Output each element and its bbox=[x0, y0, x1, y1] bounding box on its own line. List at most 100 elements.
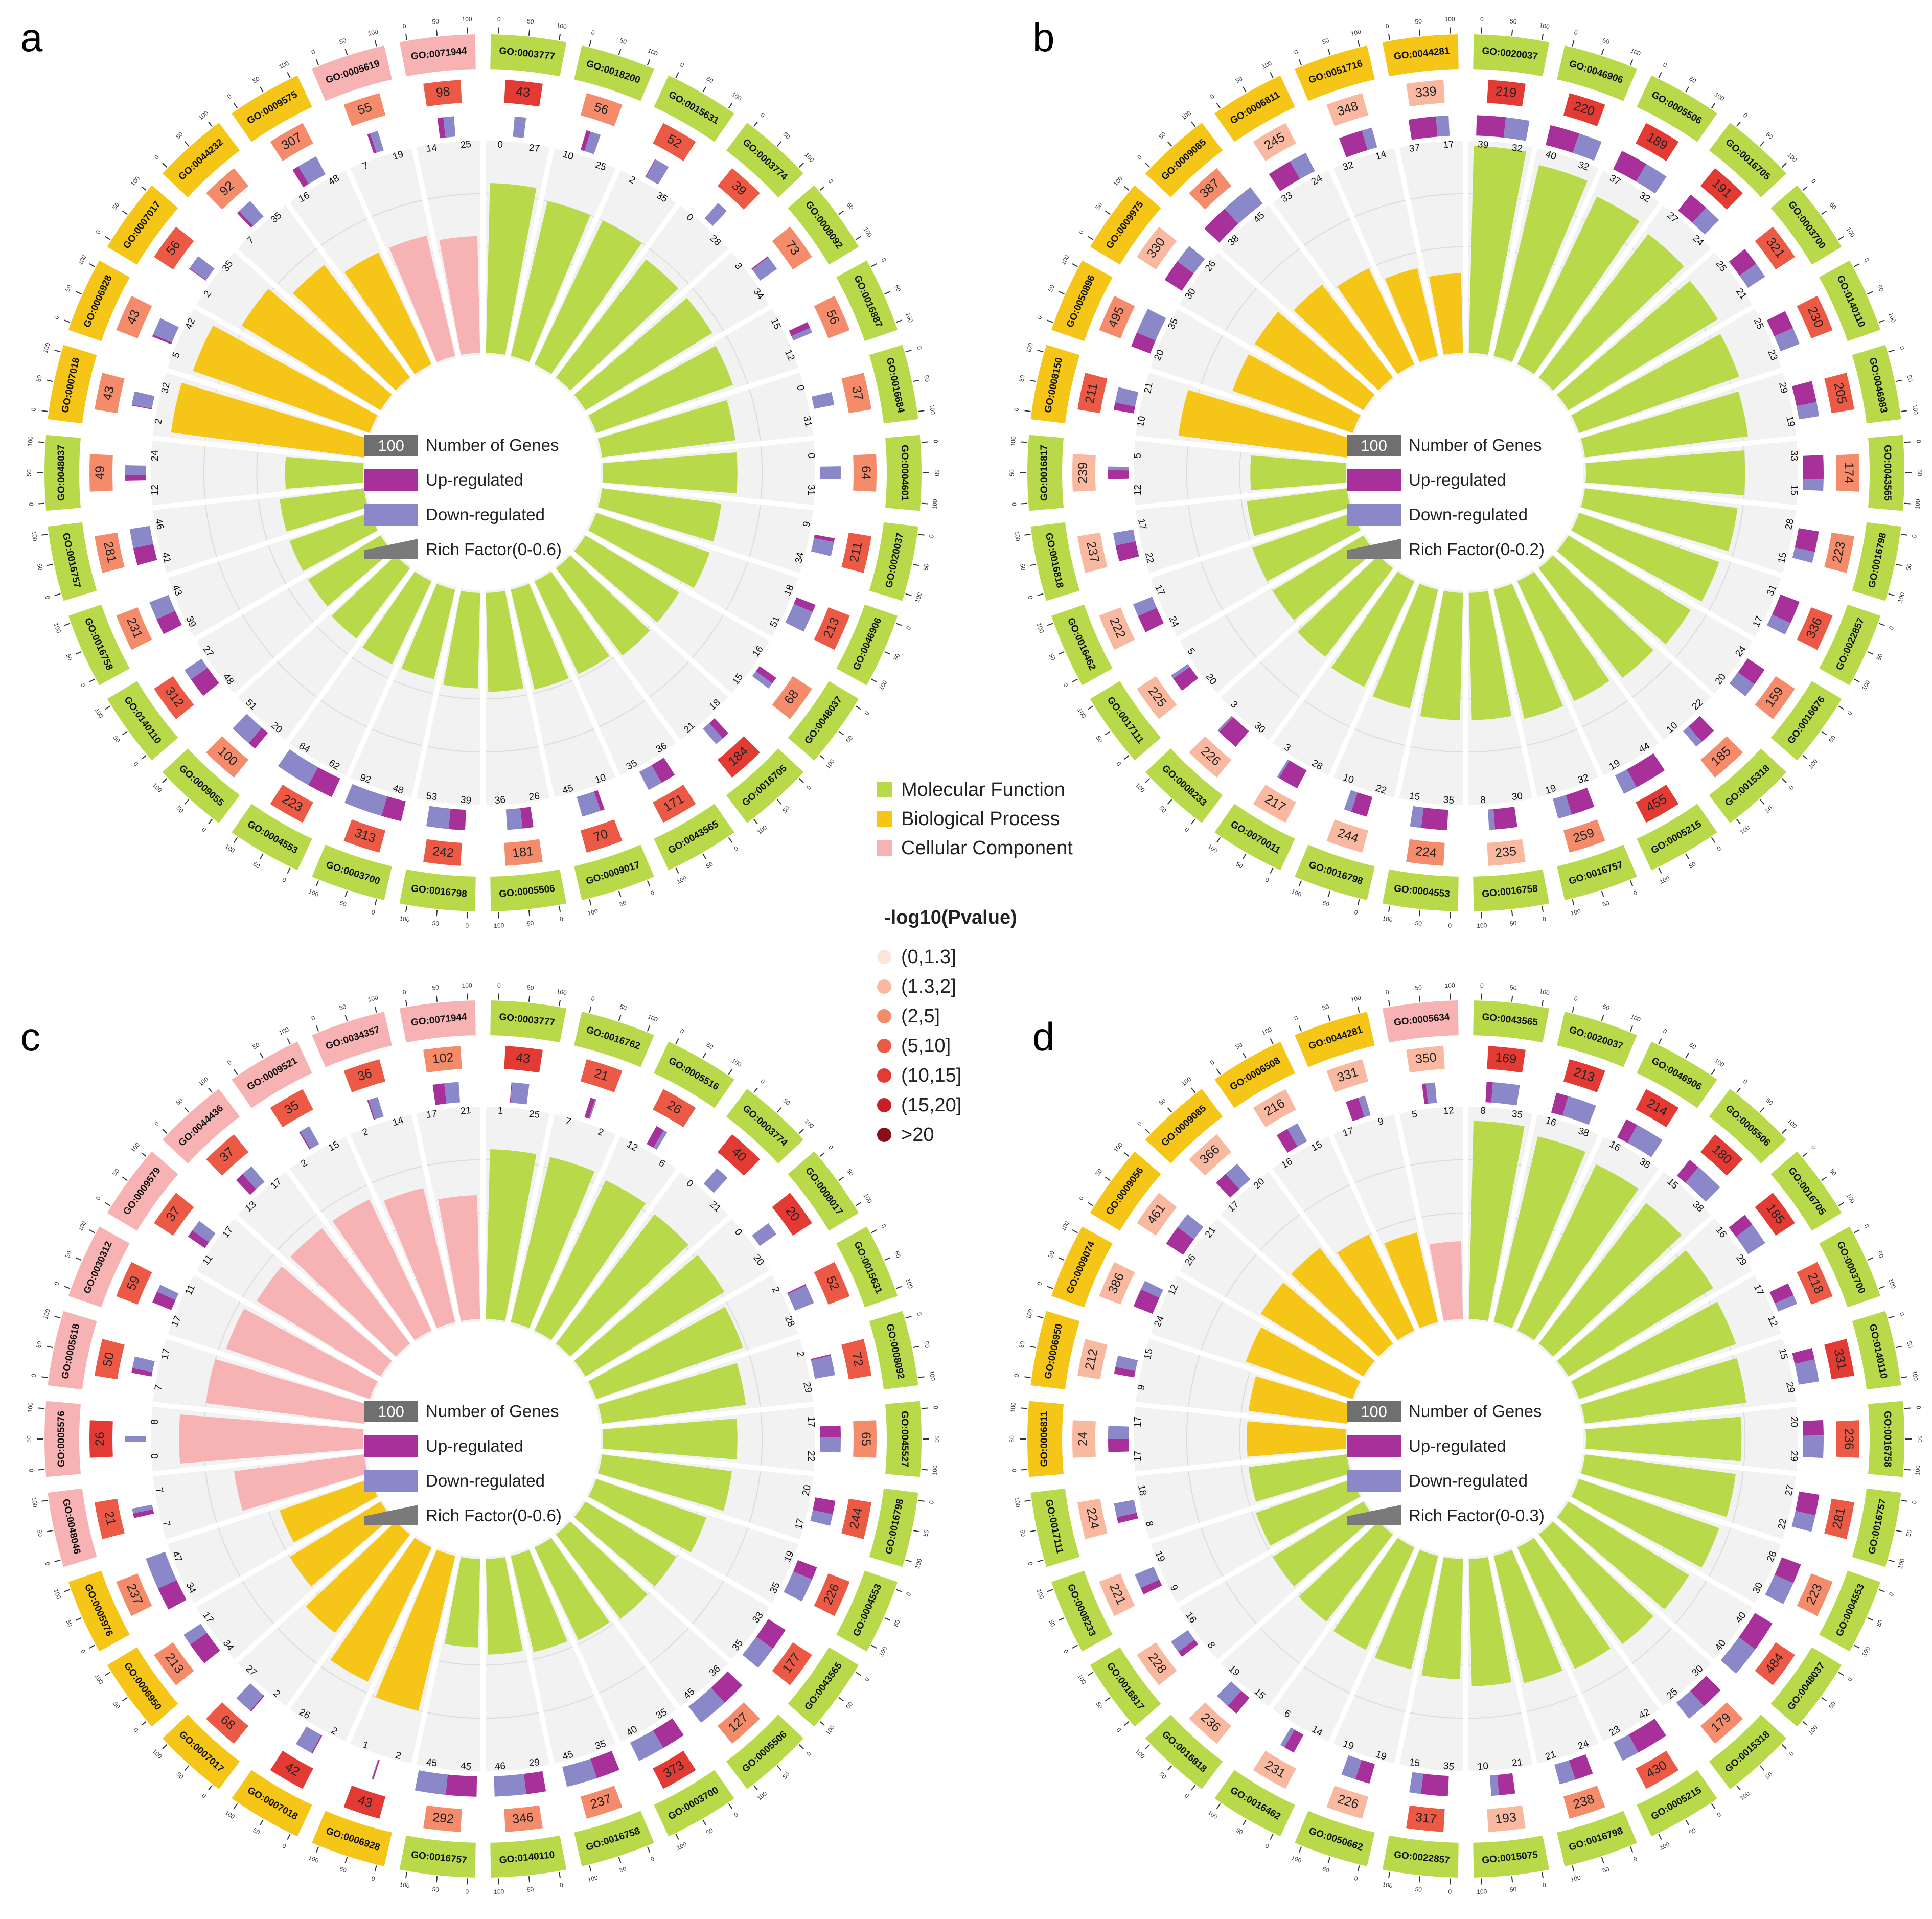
gene-count-bar bbox=[1189, 1134, 1232, 1176]
go-term-band bbox=[490, 1000, 567, 1043]
axis-tick bbox=[1105, 1176, 1111, 1181]
axis-tick bbox=[1901, 1376, 1907, 1378]
gene-count-bar bbox=[1072, 1420, 1096, 1458]
up-regulated-bar bbox=[1795, 528, 1819, 552]
axis-tick bbox=[1216, 1069, 1221, 1075]
axis-tick bbox=[1058, 291, 1065, 295]
down-regulated-bar bbox=[1487, 809, 1496, 830]
down-regulated-bar bbox=[192, 1221, 216, 1243]
down-regulated-bar bbox=[784, 1571, 812, 1602]
gene-count-bar bbox=[1077, 373, 1108, 414]
legend-swatch-biological-process bbox=[877, 811, 892, 827]
down-regulated-bar bbox=[704, 203, 727, 226]
axis-tick-label: 50 bbox=[1828, 201, 1838, 211]
axis-tick bbox=[618, 890, 622, 897]
axis-tick-label: 100 bbox=[803, 151, 815, 164]
up-regulated-bar bbox=[709, 718, 729, 739]
axis-tick bbox=[1357, 1006, 1360, 1013]
down-regulated-bar bbox=[1277, 759, 1290, 778]
axis-tick-label: 0 bbox=[1915, 440, 1922, 444]
pvalue-legend-bins: (0,1.3] (1.3,2] (2,5] (5,10] (10,15] (15… bbox=[877, 946, 961, 1146]
gene-count-bar bbox=[206, 168, 249, 210]
axis-tick-label: 50 bbox=[338, 1003, 347, 1012]
segment-separator bbox=[152, 436, 366, 463]
axis-tick-label: 100 bbox=[824, 758, 836, 770]
up-count-label: 28 bbox=[1783, 518, 1796, 531]
axis-tick-label: 100 bbox=[52, 1588, 62, 1601]
axis-tick bbox=[1105, 730, 1111, 736]
segment-separator bbox=[1268, 1169, 1399, 1345]
axis-tick-label: 100 bbox=[1659, 874, 1671, 885]
go-term-band bbox=[490, 34, 567, 77]
segment-separator bbox=[1135, 1402, 1349, 1429]
down-count-label: 35 bbox=[1511, 1109, 1523, 1121]
gene-count-bar bbox=[1189, 168, 1232, 210]
down-regulated-swatch bbox=[364, 504, 418, 526]
down-regulated-bar bbox=[1141, 1281, 1163, 1298]
axis-tick bbox=[918, 1500, 925, 1502]
gene-count-label: 50 bbox=[100, 1351, 117, 1368]
axis-tick-label: 50 bbox=[1322, 1865, 1330, 1875]
axis-tick-label: 0 bbox=[28, 1469, 35, 1473]
rich-factor-bar bbox=[603, 1418, 738, 1460]
segment-separator bbox=[583, 1495, 772, 1608]
gene-count-bar bbox=[653, 1750, 696, 1789]
axis-tick-label: 0 bbox=[371, 908, 376, 916]
up-regulated-bar bbox=[311, 1735, 323, 1754]
axis-tick-label: 0 bbox=[559, 1881, 564, 1889]
axis-tick bbox=[162, 778, 168, 783]
rich-factor-bar bbox=[1557, 1501, 1689, 1610]
rich-factor-bar bbox=[1248, 1376, 1351, 1424]
gene-count-bar bbox=[1797, 295, 1833, 339]
axis-tick-label: 50 bbox=[1601, 1865, 1610, 1875]
go-term-band bbox=[869, 345, 918, 424]
rich-factor-bar bbox=[486, 1557, 523, 1655]
axis-tick-label: 0 bbox=[1542, 915, 1547, 923]
up-regulated-bar bbox=[248, 727, 268, 749]
axis-tick-label: 0 bbox=[1448, 922, 1452, 929]
rich-factor-bar bbox=[511, 1157, 595, 1329]
axis-tick bbox=[233, 1069, 238, 1075]
rich-factor-bar bbox=[226, 1308, 378, 1400]
axis-tick bbox=[1895, 563, 1902, 566]
go-term-band bbox=[1770, 1151, 1842, 1231]
axis-tick-label: 100 bbox=[1786, 151, 1798, 164]
axis-tick bbox=[1029, 1345, 1037, 1349]
up-regulated-bar bbox=[1729, 1215, 1753, 1237]
axis-tick bbox=[435, 910, 438, 917]
axis-tick-label: 100 bbox=[1911, 404, 1920, 415]
up-regulated-bar bbox=[1204, 209, 1238, 243]
down-regulated-bar bbox=[1113, 529, 1136, 545]
down-count-label: 10 bbox=[1477, 1761, 1489, 1772]
go-term-band bbox=[654, 1770, 734, 1837]
axis-tick-label: 100 bbox=[647, 47, 659, 57]
down-regulated-bar bbox=[183, 1624, 207, 1645]
segment-separator bbox=[1566, 304, 1755, 417]
segment-separator bbox=[1487, 587, 1538, 798]
segment-separator bbox=[1268, 1533, 1399, 1709]
axis-tick bbox=[1736, 1087, 1741, 1093]
axis-tick bbox=[1191, 121, 1196, 127]
gene-count-label: 174 bbox=[1842, 462, 1856, 484]
axis-tick bbox=[208, 1785, 213, 1791]
axis-tick bbox=[1854, 263, 1860, 267]
number-of-genes-box-label: 100 bbox=[1361, 437, 1387, 454]
axis-tick-label: 100 bbox=[1860, 1645, 1872, 1658]
axis-tick bbox=[1781, 778, 1787, 783]
up-regulated-bar bbox=[1628, 1718, 1666, 1753]
go-term-band bbox=[654, 1041, 734, 1108]
up-regulated-bar bbox=[590, 1751, 619, 1778]
gene-count-bar bbox=[423, 1046, 462, 1073]
axis-tick bbox=[1878, 319, 1885, 323]
axis-tick-label: 0 bbox=[1010, 502, 1018, 507]
axis-tick-label: 0 bbox=[200, 826, 208, 834]
up-regulated-bar bbox=[308, 767, 340, 797]
